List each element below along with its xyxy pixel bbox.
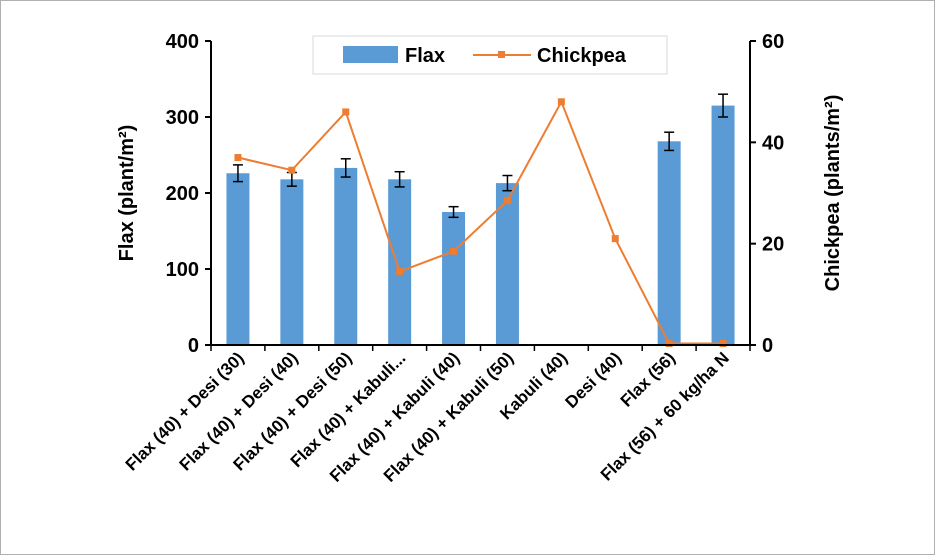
legend: Flax Chickpea	[312, 35, 668, 75]
flax-bar	[442, 212, 466, 345]
chickpea-marker	[450, 247, 458, 255]
chickpea-marker	[396, 268, 404, 276]
chickpea-marker	[611, 235, 619, 243]
left-tick-label: 200	[166, 183, 199, 205]
chickpea-line-layer	[234, 98, 727, 347]
chickpea-marker	[665, 339, 673, 347]
left-tick-label: 100	[166, 259, 199, 281]
legend-chickpea-marker	[498, 51, 505, 58]
bars-layer	[226, 105, 735, 345]
category-labels: Flax (40) + Desi (30)Flax (40) + Desi (4…	[122, 348, 733, 485]
right-tick-label: 20	[762, 234, 784, 256]
legend-flax-swatch	[343, 46, 398, 63]
ticks-layer: 0 100 200 300 400 0 20 40 60	[166, 31, 785, 357]
flax-bar	[495, 183, 519, 345]
flax-bar	[657, 141, 681, 345]
chickpea-marker	[234, 154, 242, 162]
flax-bar	[388, 179, 412, 345]
chickpea-marker	[557, 98, 565, 106]
left-axis-title: Flax (plant/m²)	[116, 125, 138, 262]
flax-bar	[711, 105, 735, 345]
error-bars-layer	[232, 93, 729, 219]
legend-flax-label: Flax	[405, 45, 445, 67]
right-axis-title: Chickpea (plants/m²)	[822, 95, 844, 292]
chickpea-marker	[503, 197, 511, 205]
left-tick-label: 300	[166, 107, 199, 129]
chickpea-marker	[288, 166, 296, 174]
category-label: Desi (40)	[562, 348, 626, 412]
chickpea-line	[237, 99, 724, 345]
left-tick-label: 0	[188, 335, 199, 357]
flax-bar	[226, 173, 250, 345]
flax-bar	[280, 179, 304, 345]
right-tick-label: 0	[762, 335, 773, 357]
legend-chickpea-label: Chickpea	[537, 45, 627, 67]
right-tick-label: 40	[762, 132, 784, 154]
chickpea-marker	[719, 339, 727, 347]
left-tick-label: 400	[166, 31, 199, 53]
flax-bar	[334, 167, 358, 345]
chickpea-marker	[342, 108, 350, 116]
right-tick-label: 60	[762, 31, 784, 53]
